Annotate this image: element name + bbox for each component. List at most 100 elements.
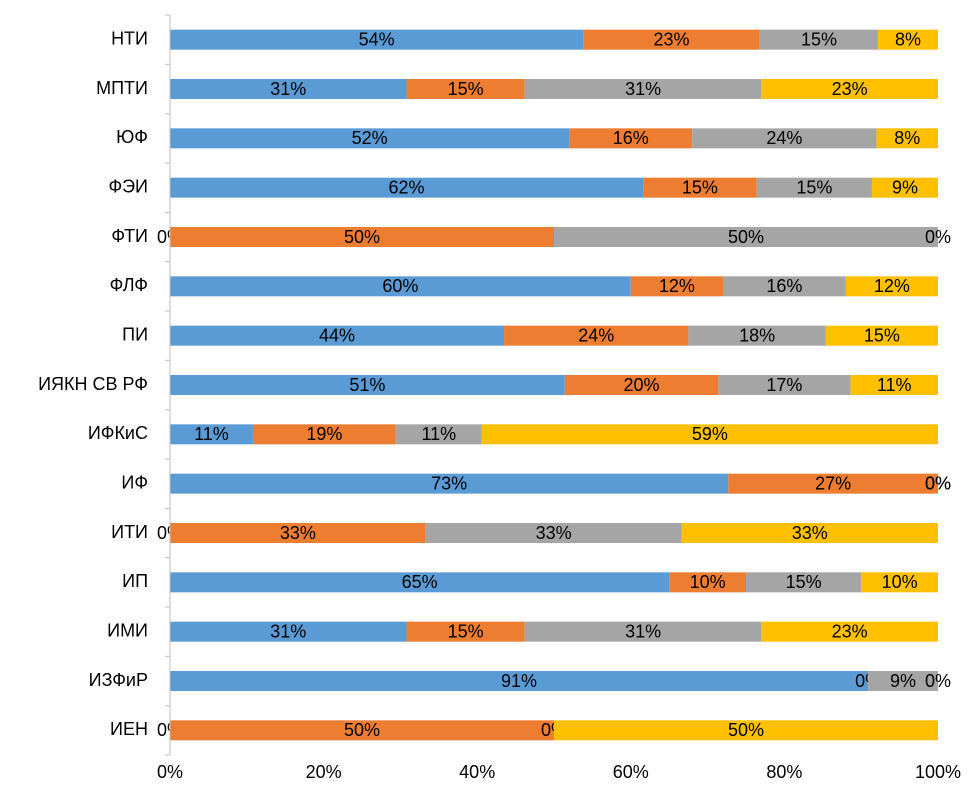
x-tick-label: 40%	[459, 762, 495, 782]
y-tick-label: ИЕН	[110, 719, 148, 739]
bar-segment	[643, 177, 757, 198]
bar-segment	[170, 572, 670, 593]
data-label: 52%	[352, 128, 388, 148]
data-label: 62%	[389, 177, 425, 197]
data-label: 91%	[501, 671, 537, 691]
data-label: 20%	[624, 375, 660, 395]
bar-segment	[170, 621, 407, 642]
bar-segment	[845, 276, 938, 297]
bar-segment	[481, 424, 938, 445]
bar-segment	[564, 375, 719, 395]
data-label: 44%	[319, 325, 355, 345]
data-label: 24%	[766, 128, 802, 148]
bar-segment	[861, 572, 938, 593]
data-label: 18%	[739, 325, 775, 345]
bar-segment	[718, 375, 851, 395]
bar-segment	[583, 29, 760, 50]
data-label: 51%	[349, 375, 385, 395]
bar-segment	[669, 572, 746, 593]
data-label: 0%	[925, 473, 951, 493]
data-label: 15%	[796, 177, 832, 197]
y-tick-label: ИФ	[121, 472, 148, 492]
bar-segment	[170, 671, 869, 691]
data-label: 31%	[270, 79, 306, 99]
bar-segment	[688, 325, 826, 346]
data-label: 50%	[728, 720, 764, 740]
data-label: 33%	[792, 523, 828, 543]
y-tick-label: ИЯКН СВ РФ	[38, 374, 148, 394]
bar-segment	[170, 29, 584, 50]
bar-segment	[170, 720, 554, 741]
data-label: 15%	[448, 79, 484, 99]
y-tick-label: ИЗФиР	[89, 670, 148, 690]
data-label: 11%	[877, 375, 912, 395]
bar-segment	[569, 128, 693, 149]
x-tick-label: 0%	[157, 762, 183, 782]
y-tick-label: ИФКиС	[88, 423, 148, 443]
data-label: 65%	[402, 572, 438, 592]
data-label: 9%	[890, 671, 916, 691]
data-label: 16%	[766, 276, 802, 296]
bar-segment	[170, 523, 426, 543]
data-label: 15%	[864, 325, 900, 345]
bar-segment	[759, 29, 879, 50]
data-label: 16%	[613, 128, 649, 148]
data-label: 59%	[692, 424, 728, 444]
bar-segment	[756, 177, 872, 198]
data-label: 11%	[194, 424, 229, 444]
data-label: 12%	[659, 276, 695, 296]
bar-segment	[761, 621, 938, 642]
data-label: 19%	[306, 424, 342, 444]
bar-segment	[170, 177, 644, 198]
data-label: 23%	[653, 29, 689, 49]
data-label: 23%	[832, 79, 868, 99]
y-tick-label: ФЛФ	[110, 275, 148, 295]
bar-segment	[728, 473, 938, 494]
data-label: 33%	[536, 523, 572, 543]
data-label: 15%	[801, 29, 837, 49]
data-label: 23%	[832, 621, 868, 641]
bar-segment	[395, 424, 482, 445]
bar-segment	[524, 621, 762, 642]
y-tick-label: МПТИ	[96, 78, 148, 98]
data-label: 15%	[682, 177, 718, 197]
data-label: 50%	[728, 227, 764, 247]
bar-segment	[170, 128, 570, 149]
data-label: 50%	[344, 720, 380, 740]
y-tick-label: ФТИ	[111, 226, 148, 246]
data-label: 8%	[894, 128, 920, 148]
y-tick-label: ФЭИ	[108, 176, 148, 196]
data-label: 8%	[895, 29, 921, 49]
data-label: 31%	[625, 621, 661, 641]
bar-segment	[406, 79, 525, 99]
y-tick-label: ИМИ	[107, 620, 148, 640]
bar-segment	[878, 29, 938, 50]
x-tick-label: 100%	[915, 762, 961, 782]
data-label: 9%	[892, 177, 918, 197]
bar-segment	[170, 276, 631, 297]
data-label: 11%	[421, 424, 456, 444]
bar-segment	[681, 523, 938, 543]
data-label: 0%	[925, 671, 951, 691]
bar-segment	[425, 523, 682, 543]
bar-segment	[524, 79, 762, 99]
bar-segment	[170, 227, 554, 247]
data-label: 10%	[690, 572, 726, 592]
y-tick-label: НТИ	[111, 28, 148, 48]
x-tick-label: 80%	[766, 762, 802, 782]
y-tick-label: ЮФ	[116, 127, 148, 147]
bar-segment	[761, 79, 938, 99]
bar-segment	[692, 128, 877, 149]
data-label: 15%	[786, 572, 822, 592]
data-label: 15%	[448, 621, 484, 641]
bar-segment	[170, 424, 253, 445]
x-tick-label: 60%	[613, 762, 649, 782]
data-label: 50%	[344, 227, 380, 247]
data-label: 60%	[382, 276, 418, 296]
bar-segment	[170, 473, 729, 494]
bar-segment	[554, 720, 938, 741]
data-label: 54%	[359, 29, 395, 49]
data-label: 24%	[578, 325, 614, 345]
bar-segment	[406, 621, 525, 642]
